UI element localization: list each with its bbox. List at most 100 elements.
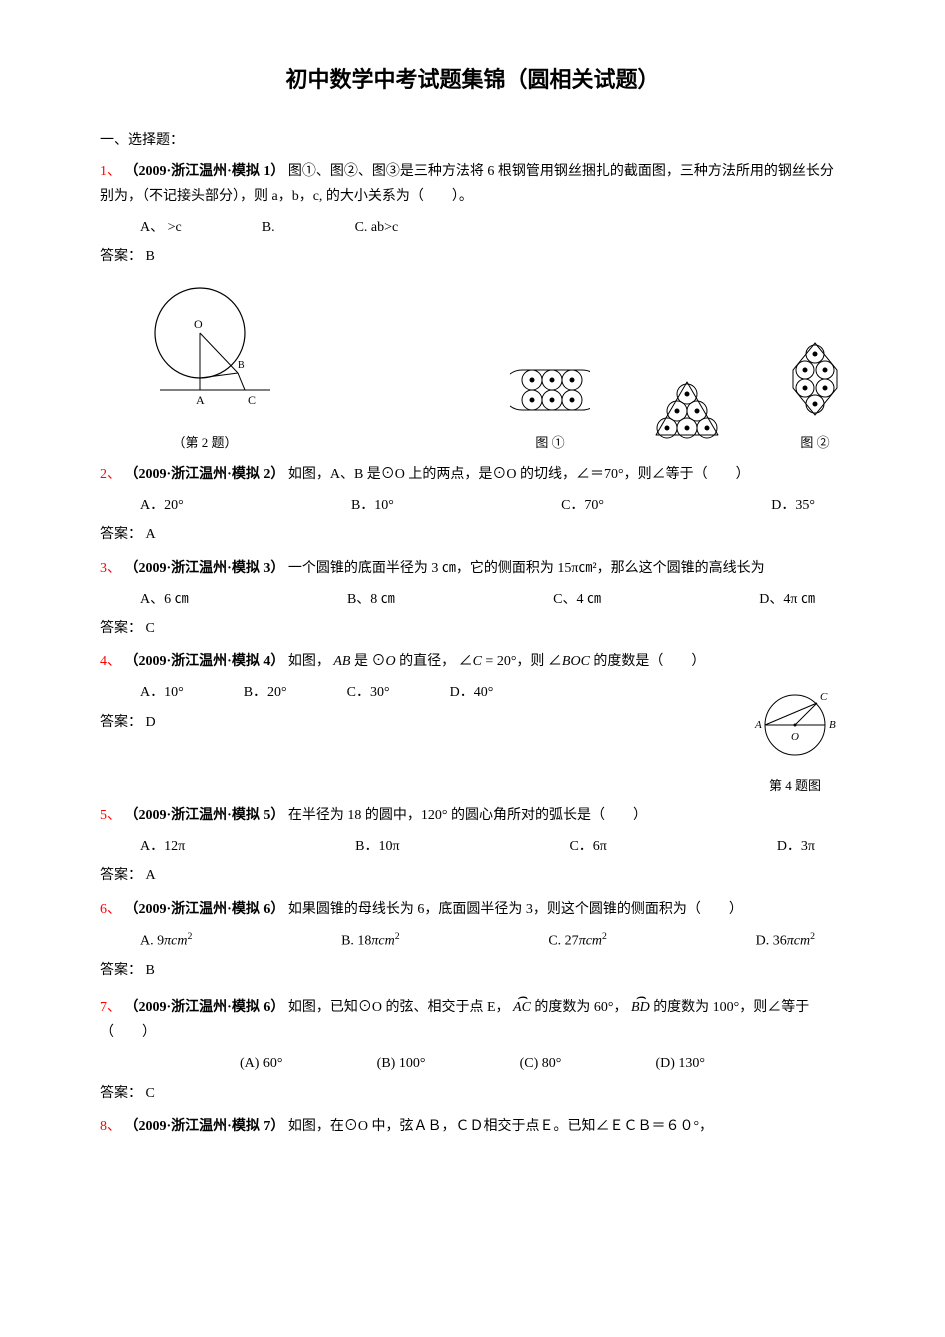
svg-text:A: A — [754, 719, 762, 731]
fig-tu1-caption: 图 ① — [510, 431, 590, 454]
answer-label: 答案： — [100, 621, 142, 636]
figure-row-1: O B A C （第 2 题） 图 ① — [130, 278, 845, 455]
q3-answer-value: C — [146, 621, 155, 636]
q4-opt-a: A．10° — [140, 680, 184, 705]
q6-opt-d: D. 36πcm2 — [756, 928, 815, 954]
q3-opt-c: C、4 ㎝ — [553, 587, 601, 612]
fig-tu2-caption: 图 ② — [785, 431, 845, 454]
q6-answer: 答案： B — [100, 958, 845, 983]
q3-text: 一个圆锥的底面半径为 3 ㎝，它的侧面积为 15π㎝²，那么这个圆锥的高线长为 — [288, 561, 765, 576]
q6-num: 6、 — [100, 902, 121, 917]
q3-src: （2009·浙江温州·模拟 3） — [125, 561, 285, 576]
q1-answer: 答案： B — [100, 244, 845, 269]
answer-label: 答案： — [100, 868, 142, 883]
question-3: 3、 （2009·浙江温州·模拟 3） 一个圆锥的底面半径为 3 ㎝，它的侧面积… — [100, 556, 845, 581]
q7-text-pre: 如图，已知⊙O 的弦、相交于点 E， — [288, 1000, 510, 1015]
svg-text:B: B — [238, 360, 245, 371]
page-title: 初中数学中考试题集锦（圆相关试题） — [100, 60, 845, 100]
q2-answer-value: A — [146, 527, 156, 542]
q2-opt-a: A．20° — [140, 493, 184, 518]
q7-opt-b: (B) 100° — [377, 1051, 426, 1076]
svg-text:A: A — [196, 393, 205, 407]
q8-src: （2009·浙江温州·模拟 7） — [125, 1119, 285, 1134]
fig-q2-caption: （第 2 题） — [130, 431, 280, 454]
question-5: 5、 （2009·浙江温州·模拟 5） 在半径为 18 的圆中，120° 的圆心… — [100, 803, 845, 828]
q1-options: A、 >c B. C. ab>c — [140, 215, 845, 240]
q1-answer-value: B — [146, 249, 155, 264]
q5-opt-b: B．10π — [355, 834, 399, 859]
arc-ac: AC — [513, 991, 531, 1020]
question-6: 6、 （2009·浙江温州·模拟 6） 如果圆锥的母线长为 6，底面圆半径为 3… — [100, 897, 845, 922]
q1-opt-c: C. ab>c — [355, 215, 399, 240]
q5-options: A．12π B．10π C．6π D．3π — [140, 834, 815, 859]
figure-q2: O B A C （第 2 题） — [130, 278, 280, 455]
q3-opt-a: A、6 ㎝ — [140, 587, 189, 612]
q2-answer: 答案： A — [100, 522, 845, 547]
q3-answer: 答案： C — [100, 616, 845, 641]
q5-src: （2009·浙江温州·模拟 5） — [125, 808, 285, 823]
q7-src: （2009·浙江温州·模拟 6） — [125, 1000, 285, 1015]
q4-answer: 答案： D — [100, 710, 845, 735]
q1-opt-a: A、 >c — [140, 215, 182, 240]
svg-text:O: O — [791, 731, 799, 743]
q7-opt-d: (D) 130° — [655, 1051, 705, 1076]
q5-text: 在半径为 18 的圆中，120° 的圆心角所对的弧长是（ ） — [288, 808, 647, 823]
answer-label: 答案： — [100, 249, 142, 264]
q5-answer-value: A — [146, 868, 156, 883]
circle-o-glyph: ⊙ — [371, 654, 385, 669]
q5-opt-c: C．6π — [569, 834, 606, 859]
q7-opt-c: (C) 80° — [520, 1051, 562, 1076]
figure-tu-triangle — [650, 380, 725, 454]
q6-text: 如果圆锥的母线长为 6，底面圆半径为 3，则这个圆锥的侧面积为（ ） — [288, 902, 743, 917]
q6-opt-c: C. 27πcm2 — [548, 928, 607, 954]
question-8: 8、 （2009·浙江温州·模拟 7） 如图，在⊙O 中，弦ＡＢ，ＣＤ相交于点Ｅ… — [100, 1114, 845, 1139]
question-1: 1、 （2009·浙江温州·模拟 1） 图①、图②、图③是三种方法将 6 根钢管… — [100, 159, 845, 209]
q5-opt-a: A．12π — [140, 834, 185, 859]
q8-num: 8、 — [100, 1119, 121, 1134]
q1-opt-b: B. — [262, 215, 275, 240]
pipes-triangle-icon — [650, 380, 725, 445]
q5-answer: 答案： A — [100, 863, 845, 888]
q2-opt-b: B．10° — [351, 493, 394, 518]
q1-num: 1、 — [100, 164, 121, 179]
q2-text: 如图，A、B 是⊙O 上的两点，是⊙O 的切线，∠＝70°，则∠等于（ ） — [288, 467, 750, 482]
q3-opt-b: B、8 ㎝ — [347, 587, 395, 612]
q2-src: （2009·浙江温州·模拟 2） — [125, 467, 285, 482]
section-heading: 一、选择题： — [100, 128, 845, 153]
arc-bd: BD — [631, 991, 650, 1020]
q4-opt-b: B．20° — [244, 680, 287, 705]
q7-text-mid: 的度数为 60°， — [534, 1000, 627, 1015]
q7-options: (A) 60° (B) 100° (C) 80° (D) 130° — [240, 1051, 705, 1076]
q6-opt-a: A. 9πcm2 — [140, 928, 192, 954]
pipes-rect-icon — [510, 358, 590, 418]
q2-options: A．20° B．10° C．70° D．35° — [140, 493, 815, 518]
q5-opt-d: D．3π — [777, 834, 815, 859]
circle-diameter-diagram: A B C O — [745, 680, 845, 760]
answer-label: 答案： — [100, 527, 142, 542]
q4-text-pre: 如图， — [288, 654, 330, 669]
q7-num: 7、 — [100, 1000, 121, 1015]
q2-opt-c: C．70° — [561, 493, 604, 518]
svg-text:C: C — [820, 691, 828, 703]
question-4: 4、 （2009·浙江温州·模拟 4） 如图， AB 是 ⊙O 的直径， ∠C … — [100, 649, 845, 674]
figure-tu1: 图 ① — [510, 358, 590, 455]
q1-src: （2009·浙江温州·模拟 1） — [125, 164, 285, 179]
q8-text: 如图，在⊙O 中，弦ＡＢ，ＣＤ相交于点Ｅ。已知∠ＥＣＢ＝６０°， — [288, 1119, 713, 1134]
q6-answer-value: B — [146, 963, 155, 978]
question-2: 2、 （2009·浙江温州·模拟 2） 如图，A、B 是⊙O 上的两点，是⊙O … — [100, 462, 845, 487]
answer-label: 答案： — [100, 715, 142, 730]
circle-tangent-diagram: O B A C — [130, 278, 280, 418]
svg-text:B: B — [829, 719, 836, 731]
q2-num: 2、 — [100, 467, 121, 482]
q7-answer: 答案： C — [100, 1081, 845, 1106]
pipes-parallelogram-icon — [785, 340, 845, 418]
q4-options: A．10° B．20° C．30° D．40° — [140, 680, 725, 705]
q6-src: （2009·浙江温州·模拟 6） — [125, 902, 285, 917]
q3-options: A、6 ㎝ B、8 ㎝ C、4 ㎝ D、4π ㎝ — [140, 587, 815, 612]
math-ab: AB — [333, 654, 350, 669]
q4-text-mid: 的直径， — [399, 654, 455, 669]
answer-label: 答案： — [100, 1086, 142, 1101]
q7-answer-value: C — [146, 1086, 155, 1101]
q7-opt-a: (A) 60° — [240, 1051, 283, 1076]
q4-text-post: 的度数是（ ） — [593, 654, 705, 669]
